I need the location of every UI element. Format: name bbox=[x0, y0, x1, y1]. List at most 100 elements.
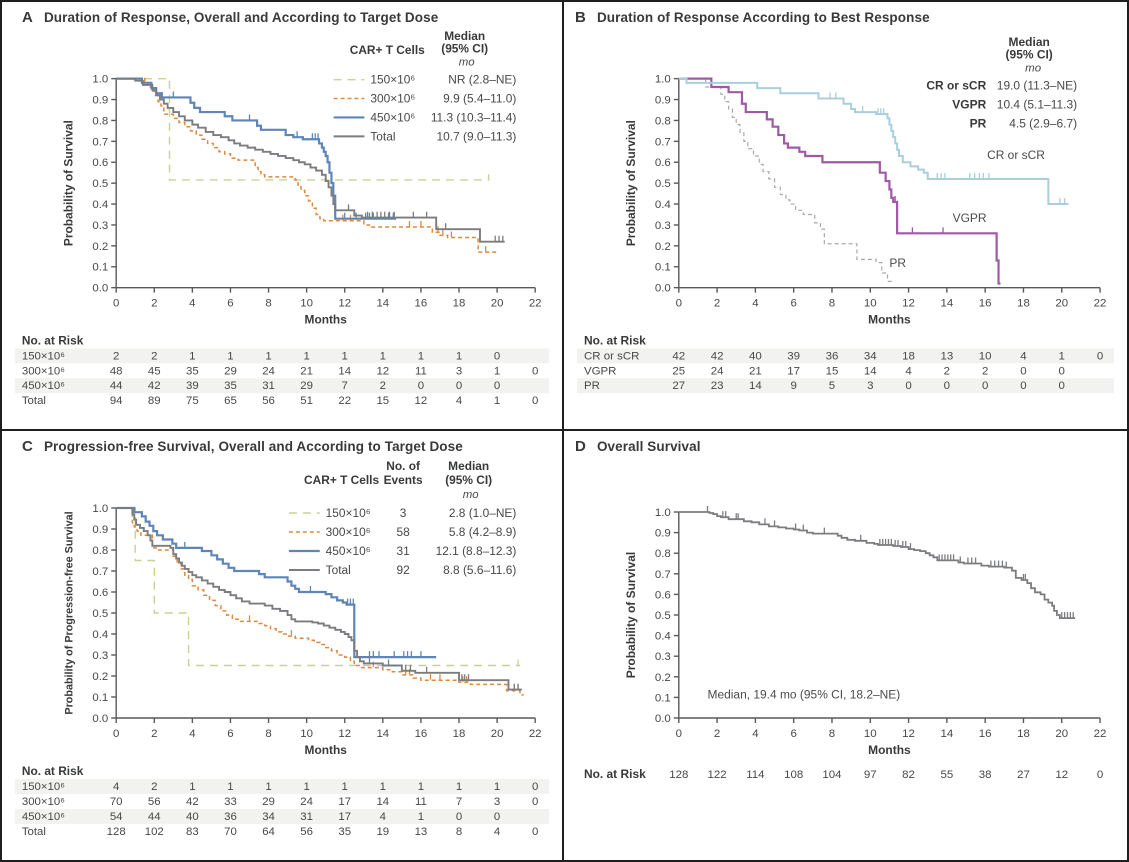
y-tick-label: 0.0 bbox=[92, 283, 108, 295]
risk-value: 1 bbox=[1059, 350, 1065, 362]
legend-median-value: 10.7 (9.0–11.3) bbox=[437, 129, 517, 143]
km-curve-overall bbox=[678, 511, 1076, 619]
risk-value: 21 bbox=[300, 365, 313, 377]
risk-value: 3 bbox=[494, 796, 500, 808]
risk-value: 12 bbox=[415, 395, 428, 407]
x-tick-label: 0 bbox=[676, 728, 682, 740]
risk-value: 42 bbox=[186, 796, 199, 808]
risk-value: 12 bbox=[376, 365, 389, 377]
x-tick-label: 0 bbox=[113, 298, 119, 310]
x-tick-label: 22 bbox=[529, 298, 542, 310]
legend-label: 450×10⁶ bbox=[326, 544, 371, 558]
legend-header: Median bbox=[444, 29, 485, 43]
risk-value: 4 bbox=[456, 395, 463, 407]
km-curve-total bbox=[116, 77, 505, 243]
risk-value: 1 bbox=[227, 350, 233, 362]
risk-value: 1 bbox=[418, 811, 424, 823]
risk-value: 35 bbox=[224, 380, 237, 392]
risk-value: 13 bbox=[415, 826, 428, 838]
risk-value: 56 bbox=[148, 796, 161, 808]
risk-value: 2 bbox=[380, 380, 386, 392]
x-tick-label: 14 bbox=[376, 728, 389, 740]
legend-label: 450×10⁶ bbox=[370, 110, 415, 124]
risk-value: 7 bbox=[342, 380, 348, 392]
risk-row-label: 300×10⁶ bbox=[22, 796, 65, 808]
x-tick-label: 10 bbox=[864, 298, 877, 310]
x-tick-label: 10 bbox=[300, 728, 313, 740]
km-curve-150-10- bbox=[116, 507, 520, 667]
risk-value: 89 bbox=[148, 395, 161, 407]
risk-value: 94 bbox=[110, 395, 123, 407]
legend-median-value: 11.3 (10.3–11.4) bbox=[431, 110, 517, 124]
risk-table-header: No. at Risk bbox=[22, 764, 84, 778]
risk-value: 104 bbox=[822, 769, 842, 781]
risk-value: 108 bbox=[784, 769, 803, 781]
x-tick-label: 4 bbox=[752, 728, 759, 740]
y-tick-label: 0.3 bbox=[92, 220, 108, 232]
risk-value: 42 bbox=[711, 350, 724, 362]
risk-row-label: 300×10⁶ bbox=[22, 365, 65, 377]
risk-row-label: VGPR bbox=[584, 365, 617, 377]
risk-value: 24 bbox=[262, 365, 275, 377]
x-tick-label: 18 bbox=[453, 728, 466, 740]
x-tick-label: 12 bbox=[902, 298, 915, 310]
x-tick-label: 2 bbox=[714, 728, 720, 740]
legend-median-value: 4.5 (2.9–6.7) bbox=[1009, 116, 1077, 130]
risk-value: 75 bbox=[186, 395, 199, 407]
risk-value: 14 bbox=[376, 796, 389, 808]
risk-value: 2 bbox=[151, 350, 157, 362]
x-tick-label: 6 bbox=[790, 298, 796, 310]
km-curve-450-10- bbox=[116, 506, 437, 659]
risk-row-label: 450×10⁶ bbox=[22, 380, 65, 392]
y-tick-label: 0.8 bbox=[92, 115, 108, 127]
risk-value: 0 bbox=[905, 380, 911, 392]
risk-value: 17 bbox=[338, 796, 351, 808]
x-tick-label: 8 bbox=[829, 298, 835, 310]
y-tick-label: 0.7 bbox=[92, 136, 108, 148]
x-tick-label: 8 bbox=[265, 298, 271, 310]
risk-value: 0 bbox=[1097, 350, 1103, 362]
legend-header: (95% CI) bbox=[441, 42, 488, 56]
risk-value: 15 bbox=[376, 395, 389, 407]
km-curve-150-10- bbox=[116, 77, 490, 181]
risk-value: 39 bbox=[787, 350, 800, 362]
x-axis-title: Months bbox=[868, 313, 911, 327]
y-tick-label: 0.8 bbox=[92, 545, 108, 557]
y-tick-label: 0.2 bbox=[92, 671, 108, 683]
y-tick-label: 1.0 bbox=[655, 74, 671, 86]
legend-header: Events bbox=[384, 473, 423, 487]
risk-value: 17 bbox=[338, 811, 351, 823]
risk-value: 3 bbox=[456, 365, 462, 377]
legend-median-value: 10.4 (5.1–11.3) bbox=[997, 98, 1077, 112]
risk-row-stripe bbox=[14, 809, 550, 824]
risk-value: 102 bbox=[145, 826, 164, 838]
risk-value: 27 bbox=[1017, 769, 1030, 781]
risk-row-label: Total bbox=[22, 395, 46, 407]
x-tick-label: 14 bbox=[940, 728, 953, 740]
risk-value: 11 bbox=[415, 365, 427, 377]
risk-value: 56 bbox=[262, 395, 275, 407]
risk-value: 1 bbox=[303, 781, 309, 793]
risk-value: 0 bbox=[1097, 769, 1103, 781]
legend-events-value: 92 bbox=[397, 563, 411, 577]
y-tick-label: 0.1 bbox=[92, 692, 108, 704]
risk-row-stripe bbox=[14, 779, 550, 794]
risk-value: 4 bbox=[905, 365, 912, 377]
risk-table-header: No. at Risk bbox=[584, 767, 646, 781]
x-tick-label: 14 bbox=[940, 298, 953, 310]
x-axis-title: Months bbox=[305, 743, 348, 757]
risk-value: 14 bbox=[338, 365, 351, 377]
y-tick-label: 0.5 bbox=[92, 608, 108, 620]
y-tick-label: 0.0 bbox=[655, 713, 671, 725]
risk-value: 35 bbox=[338, 826, 351, 838]
risk-value: 1 bbox=[265, 781, 271, 793]
risk-value: 31 bbox=[300, 811, 313, 823]
x-tick-label: 20 bbox=[1055, 728, 1068, 740]
legend-label: CR or sCR bbox=[926, 79, 986, 93]
risk-value: 42 bbox=[148, 380, 161, 392]
risk-value: 1 bbox=[456, 781, 462, 793]
risk-value: 83 bbox=[186, 826, 199, 838]
km-curve-300-10- bbox=[116, 77, 498, 253]
y-tick-label: 1.0 bbox=[655, 507, 671, 519]
